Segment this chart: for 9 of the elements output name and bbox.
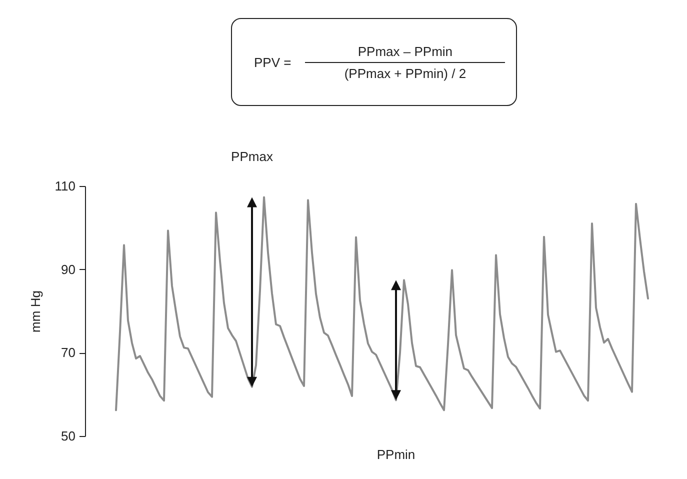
y-tick-label: 50 — [61, 428, 76, 444]
formula-box: PPV = PPmax – PPmin (PPmax + PPmin) / 2 — [231, 18, 517, 106]
y-axis-title: mm Hg — [28, 290, 43, 332]
line-series — [115, 196, 649, 412]
y-tick-label: 110 — [54, 178, 76, 194]
text: PPmin — [376, 447, 416, 462]
y-tick-label: 90 — [61, 262, 76, 277]
y-tick-label: 70 — [61, 345, 76, 360]
text: PPmax — [231, 149, 274, 164]
